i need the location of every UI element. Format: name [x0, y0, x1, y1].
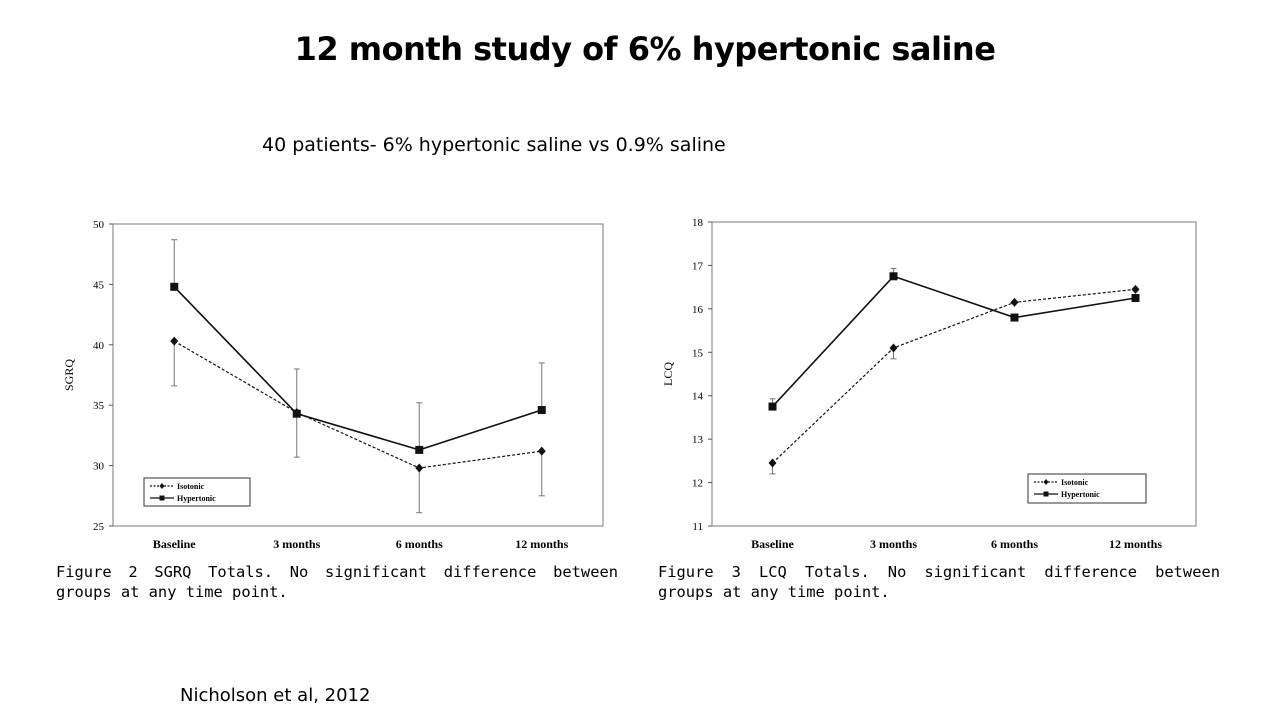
legend-label: Isotonic: [1061, 478, 1089, 487]
y-tick-label: 25: [93, 521, 105, 533]
error-bar-isotonic: [416, 468, 423, 514]
figure-2-caption: Figure 2 SGRQ Totals. No significant dif…: [56, 563, 618, 601]
series-line-hypertonic: [173, 286, 542, 451]
y-tick-label: 18: [692, 217, 704, 229]
x-tick-label: Baseline: [751, 537, 794, 551]
legend-marker: [159, 483, 165, 489]
error-bar-isotonic: [538, 451, 545, 497]
y-tick-label: 13: [692, 434, 704, 446]
y-tick-label: 14: [692, 391, 704, 403]
point-isotonic: [170, 336, 179, 346]
error-bar-hypertonic: [293, 368, 300, 414]
y-tick-label: 50: [93, 219, 105, 231]
x-tick-label: 3 months: [273, 537, 320, 551]
y-axis-label: SGRQ: [62, 359, 76, 391]
x-tick-label: 6 months: [991, 537, 1038, 551]
point-isotonic: [1010, 297, 1019, 307]
legend-label: Isotonic: [177, 482, 205, 491]
x-tick-label: 12 months: [1109, 537, 1162, 551]
x-tick-label: 6 months: [396, 537, 443, 551]
legend-box: [1027, 473, 1147, 504]
point-isotonic: [768, 458, 777, 468]
error-bar-isotonic: [293, 412, 300, 458]
x-tick-label: 12 months: [515, 537, 568, 551]
x-tick-label: Baseline: [153, 537, 196, 551]
series-line-isotonic: [772, 288, 1136, 464]
legend-marker: [1043, 491, 1049, 497]
lcq-chart-svg: 11 12 13 14 15 16 17 18 LCQ Baseline 3 months 6 mon…: [661, 217, 1197, 551]
x-tick-label: 3 months: [870, 537, 917, 551]
y-tick-label: 17: [692, 260, 704, 272]
legend-box: [143, 477, 251, 507]
legend-label: Hypertonic: [177, 494, 216, 503]
legend-marker: [159, 495, 165, 501]
figure-3-caption: Figure 3 LCQ Totals. No significant diff…: [658, 563, 1220, 601]
legend: Isotonic Hypertonic: [143, 477, 251, 507]
point-isotonic: [889, 343, 898, 353]
y-tick-label: 35: [93, 400, 105, 412]
error-bar-isotonic: [171, 341, 178, 387]
point-hypertonic: [292, 409, 301, 418]
point-hypertonic: [889, 272, 898, 281]
error-bar-hypertonic: [416, 402, 423, 450]
point-hypertonic: [768, 402, 777, 411]
series-line-hypertonic: [771, 275, 1136, 408]
point-hypertonic: [170, 282, 179, 291]
y-tick-label: 40: [93, 340, 105, 352]
point-isotonic: [1131, 284, 1140, 294]
point-isotonic: [415, 463, 424, 473]
y-tick-label: 12: [692, 478, 703, 490]
series-line-isotonic: [173, 340, 542, 469]
y-axis-label: LCQ: [661, 362, 675, 386]
sgrq-chart-svg: 25 30 35 40 45 50 SGRQ Baseline 3 months 6 months…: [62, 219, 604, 551]
point-hypertonic: [1131, 294, 1140, 302]
y-tick-label: 11: [692, 521, 703, 533]
y-tick-label: 30: [93, 461, 105, 473]
error-bar-hypertonic: [538, 362, 545, 411]
plot-frame: [112, 223, 604, 527]
y-tick-label: 45: [93, 279, 105, 291]
legend-marker: [1043, 479, 1049, 485]
citation: Nicholson et al, 2012: [180, 685, 371, 706]
point-hypertonic: [1010, 313, 1019, 322]
sgrq-chart: 25 30 35 40 45 50 SGRQ Baseline 3 months 6 months…: [50, 210, 620, 555]
y-tick-label: 15: [692, 347, 704, 359]
plot-frame: [711, 221, 1197, 527]
slide-title: 12 month study of 6% hypertonic saline: [294, 30, 996, 68]
error-bar-hypertonic: [171, 239, 178, 287]
point-hypertonic: [537, 406, 546, 415]
point-hypertonic: [415, 445, 424, 454]
legend: Isotonic Hypertonic: [1027, 473, 1147, 504]
lcq-chart: 11 12 13 14 15 16 17 18 LCQ Baseline 3 months 6 mon…: [650, 210, 1220, 555]
y-tick-label: 16: [692, 304, 704, 316]
slide-subtitle: 40 patients- 6% hypertonic saline vs 0.9…: [262, 134, 726, 156]
legend-label: Hypertonic: [1061, 490, 1100, 499]
point-isotonic: [537, 446, 546, 456]
